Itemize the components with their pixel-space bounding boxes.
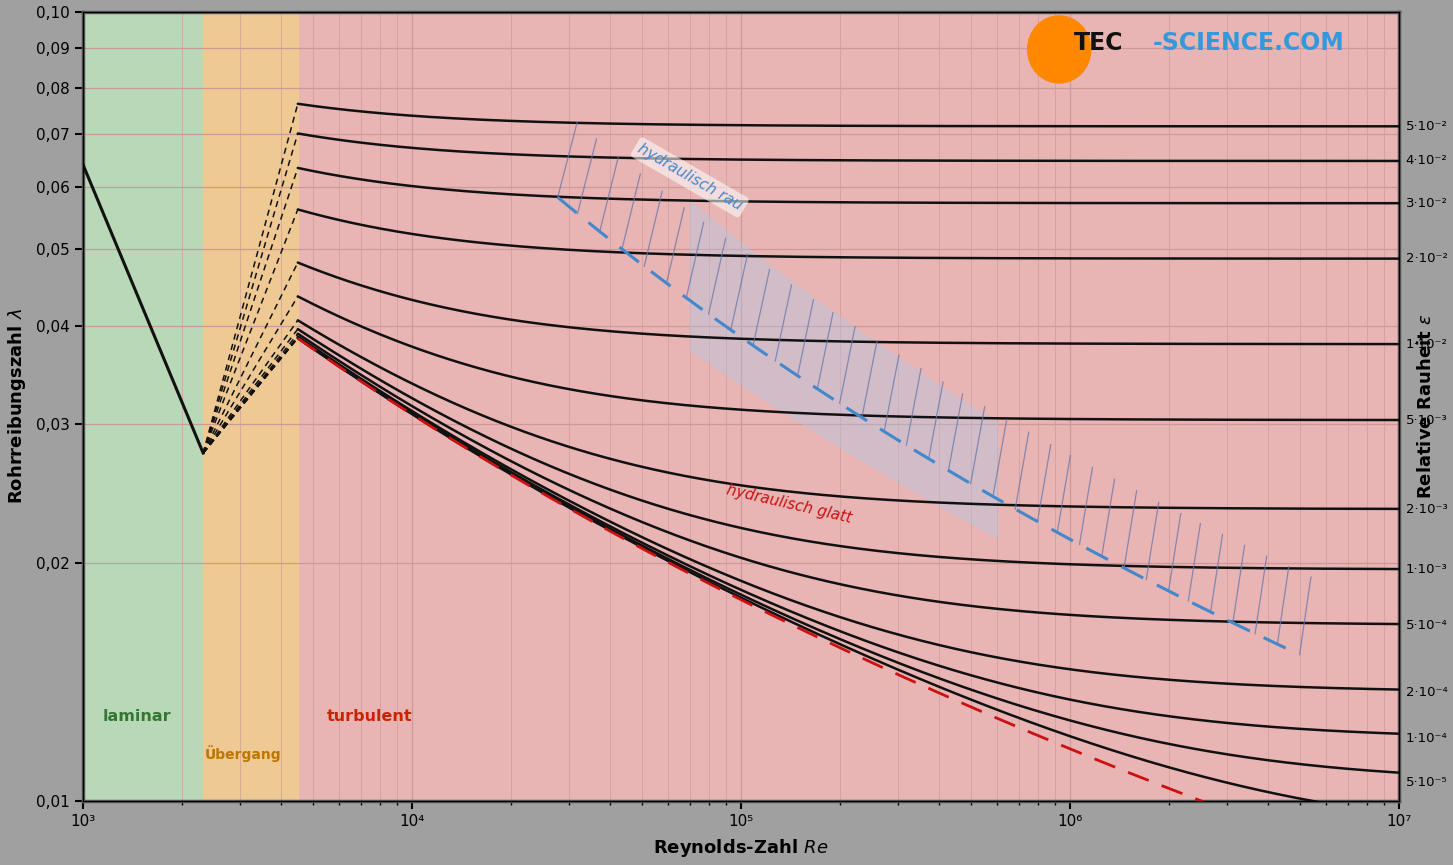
Text: hydraulisch glatt: hydraulisch glatt xyxy=(725,483,853,526)
Text: 2·10⁻³: 2·10⁻³ xyxy=(1405,503,1447,516)
Text: hydraulisch rau: hydraulisch rau xyxy=(635,141,745,214)
Text: -SCIENCE.COM: -SCIENCE.COM xyxy=(1152,31,1344,55)
Text: 5·10⁻⁴: 5·10⁻⁴ xyxy=(1405,618,1447,631)
Text: 1·10⁻⁴: 1·10⁻⁴ xyxy=(1405,733,1447,746)
Bar xyxy=(83,11,203,801)
Text: laminar: laminar xyxy=(103,709,171,724)
Text: 2·10⁻⁴: 2·10⁻⁴ xyxy=(1405,686,1447,699)
Text: 1·10⁻³: 1·10⁻³ xyxy=(1405,563,1447,576)
Text: Übergang: Übergang xyxy=(205,746,282,762)
Text: 1·10⁻²: 1·10⁻² xyxy=(1405,337,1447,350)
Text: 3·10⁻²: 3·10⁻² xyxy=(1405,196,1447,209)
Y-axis label: Relative Rauheit $\varepsilon$: Relative Rauheit $\varepsilon$ xyxy=(1417,314,1434,499)
Text: 4·10⁻²: 4·10⁻² xyxy=(1405,155,1447,168)
Y-axis label: Rohrreibungszahl $\lambda$: Rohrreibungszahl $\lambda$ xyxy=(6,308,28,504)
Text: 5·10⁻²: 5·10⁻² xyxy=(1405,120,1447,133)
Text: TEC: TEC xyxy=(1074,31,1123,55)
Text: 2·10⁻²: 2·10⁻² xyxy=(1405,253,1447,266)
Text: 5·10⁻³: 5·10⁻³ xyxy=(1405,413,1447,426)
Bar xyxy=(203,11,298,801)
Text: turbulent: turbulent xyxy=(327,709,413,724)
Text: 5·10⁻⁵: 5·10⁻⁵ xyxy=(1405,776,1447,789)
X-axis label: Reynolds-Zahl $\mathit{Re}$: Reynolds-Zahl $\mathit{Re}$ xyxy=(652,837,828,860)
Ellipse shape xyxy=(1027,16,1091,83)
